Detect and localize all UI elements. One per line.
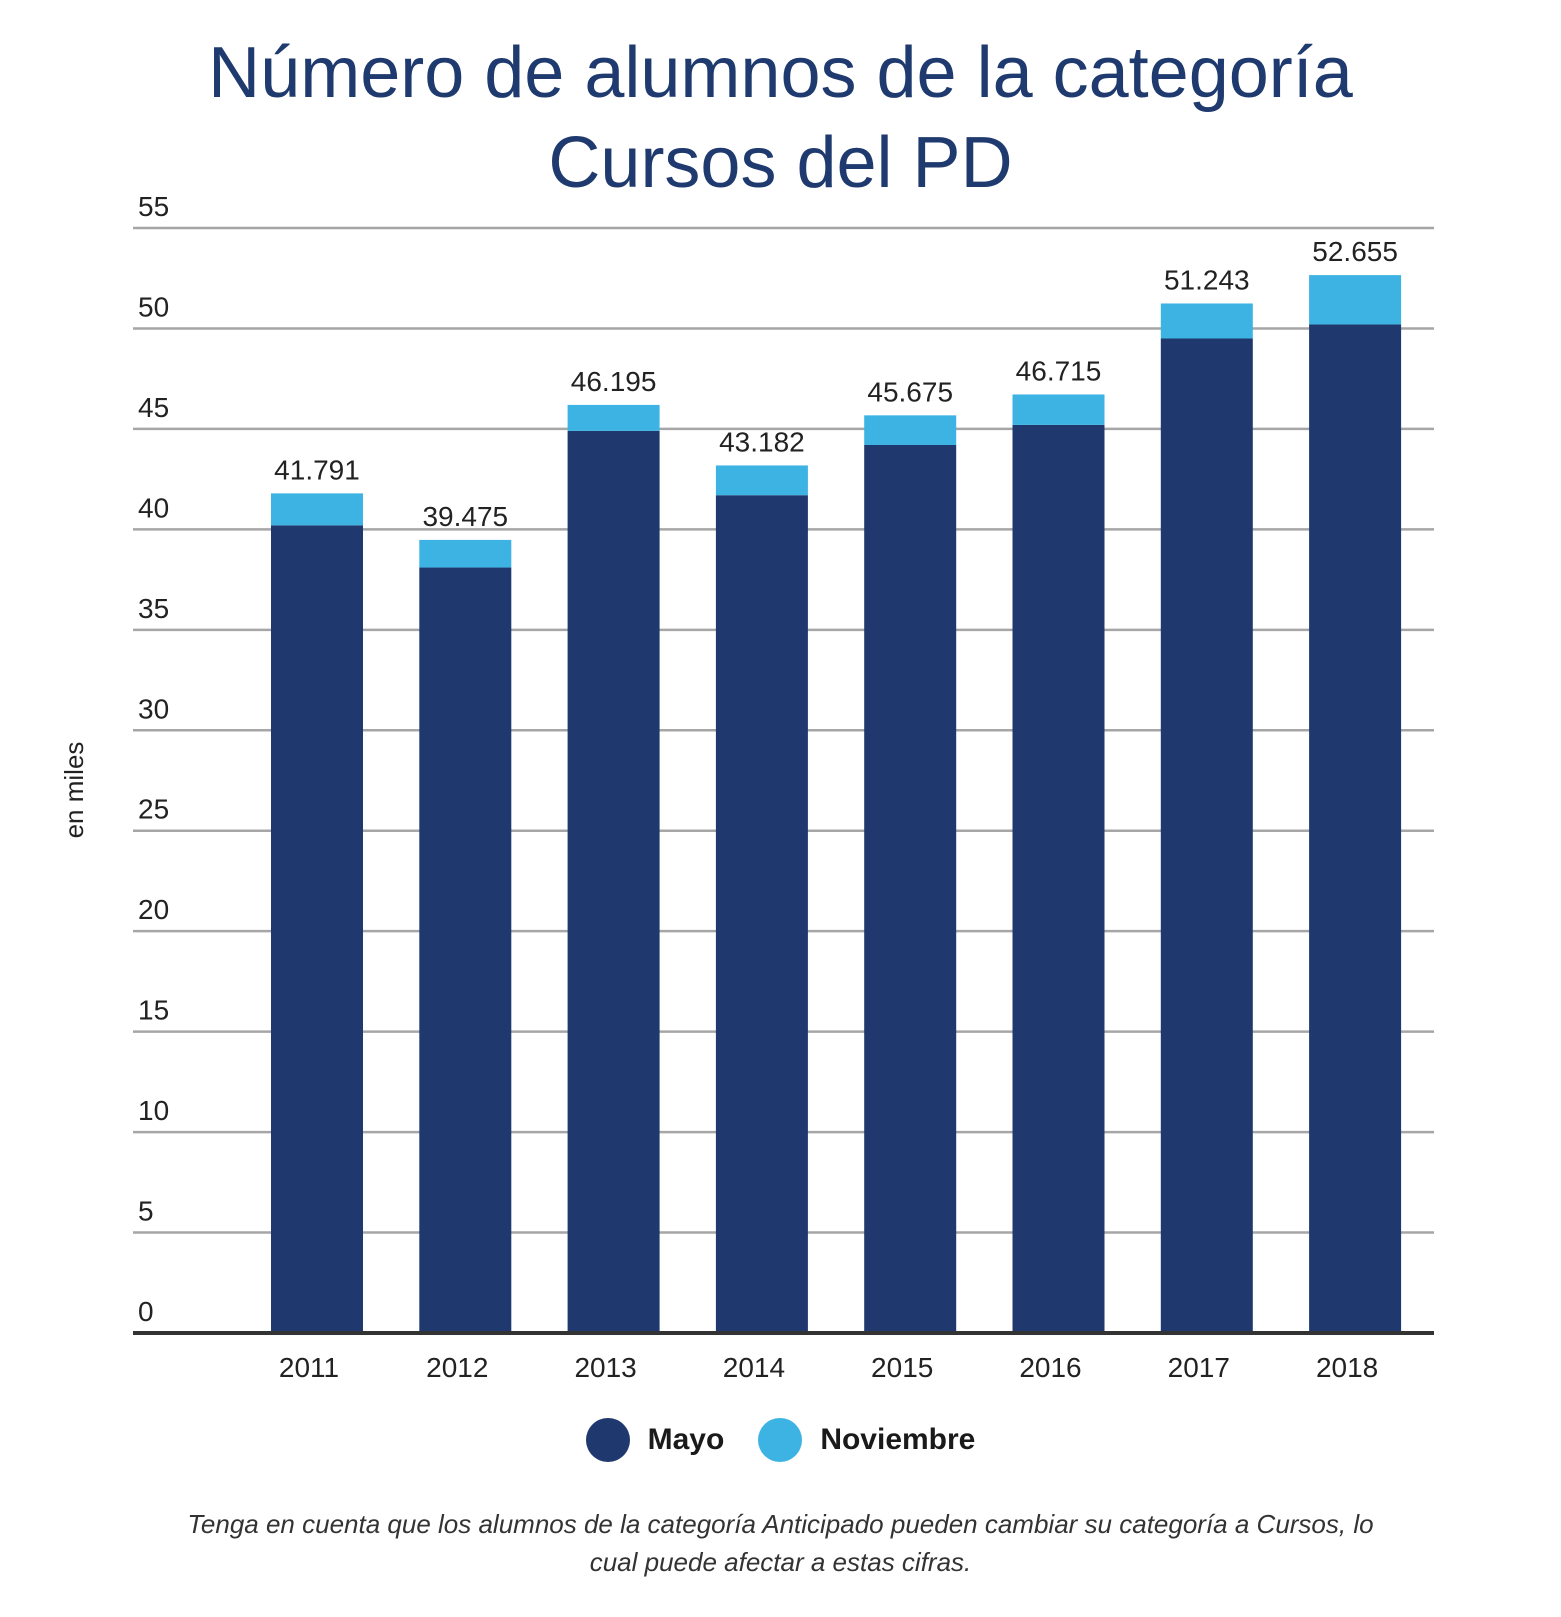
bar-noviembre-2013 <box>567 404 660 431</box>
bar-mayo-2017 <box>1160 338 1253 1333</box>
legend: Mayo Noviembre <box>0 1418 1561 1462</box>
x-tick-label-2012: 2012 <box>426 1352 488 1383</box>
bar-mayo-2016 <box>1012 424 1105 1334</box>
bar-mayo-2013 <box>567 430 660 1333</box>
total-label-2013: 46.195 <box>571 366 657 397</box>
total-label-2011: 41.791 <box>274 454 360 485</box>
y-tick-label: 5 <box>138 1196 154 1227</box>
footnote: Tenga en cuenta que los alumnos de la ca… <box>120 1505 1441 1581</box>
legend-label-mayo: Mayo <box>647 1423 725 1456</box>
x-tick-label-2013: 2013 <box>574 1352 636 1383</box>
y-tick-label: 45 <box>138 392 169 423</box>
bar-mayo-2011 <box>271 525 363 1333</box>
x-tick-label-2018: 2018 <box>1316 1352 1378 1383</box>
y-tick-label: 40 <box>138 492 169 523</box>
y-tick-label: 10 <box>138 1095 169 1126</box>
y-tick-label: 55 <box>138 191 169 222</box>
total-label-2014: 43.182 <box>719 426 805 457</box>
x-tick-label-2014: 2014 <box>723 1352 785 1383</box>
y-tick-label: 25 <box>138 794 169 825</box>
total-label-2015: 45.675 <box>867 376 953 407</box>
bar-mayo-2018 <box>1309 324 1402 1333</box>
y-tick-label: 0 <box>138 1296 154 1327</box>
x-tick-label-2011: 2011 <box>279 1352 339 1383</box>
bar-noviembre-2017 <box>1160 303 1253 339</box>
bar-noviembre-2018 <box>1309 275 1402 325</box>
x-tick-label-2015: 2015 <box>871 1352 933 1383</box>
y-tick-label: 30 <box>138 693 169 724</box>
chart-title: Número de alumnos de la categoría Cursos… <box>0 28 1561 208</box>
y-tick-label: 50 <box>138 291 169 322</box>
y-tick-label: 15 <box>138 995 169 1026</box>
x-tick-label-2016: 2016 <box>1019 1352 1081 1383</box>
chart-title-line-1: Número de alumnos de la categoría <box>208 33 1353 113</box>
bar-mayo-2012 <box>419 567 512 1333</box>
y-axis-label: en miles <box>59 742 89 839</box>
bars <box>271 275 1402 1334</box>
bar-noviembre-2016 <box>1012 394 1105 425</box>
bar-noviembre-2011 <box>271 493 363 526</box>
legend-item-noviembre: Noviembre <box>758 1418 975 1462</box>
total-label-2017: 51.243 <box>1164 264 1250 295</box>
chart-title-line-2: Cursos del PD <box>548 123 1013 203</box>
bar-noviembre-2014 <box>715 465 808 496</box>
total-label-2018: 52.655 <box>1312 236 1398 267</box>
total-label-2012: 39.475 <box>422 501 508 532</box>
footnote-line-2: cual puede afectar a estas cifras. <box>589 1547 972 1577</box>
legend-item-mayo: Mayo <box>585 1418 725 1462</box>
bar-noviembre-2015 <box>864 415 957 445</box>
bar-chart: 0 5 10 15 20 25 30 35 40 45 50 55 41.791 39.475 46.19… <box>59 191 1434 1383</box>
footnote-line-1: Tenga en cuenta que los alumnos de la ca… <box>187 1509 1374 1539</box>
bar-noviembre-2012 <box>419 539 512 568</box>
legend-label-noviembre: Noviembre <box>820 1423 976 1456</box>
legend-swatch-noviembre <box>758 1418 803 1462</box>
bar-mayo-2014 <box>715 495 808 1333</box>
x-axis-ticks: 2011 2012 2013 2014 2015 2016 2017 2018 <box>279 1352 1378 1383</box>
y-tick-label: 20 <box>138 894 169 925</box>
legend-swatch-mayo <box>585 1418 630 1462</box>
y-tick-label: 35 <box>138 593 169 624</box>
total-label-2016: 46.715 <box>1016 355 1102 386</box>
total-labels: 41.791 39.475 46.195 43.182 45.675 46.715 51.2… <box>274 236 1398 532</box>
bar-mayo-2015 <box>864 444 957 1333</box>
y-axis-ticks: 0 5 10 15 20 25 30 35 40 45 50 55 <box>138 191 169 1327</box>
x-tick-label-2017: 2017 <box>1168 1352 1230 1383</box>
